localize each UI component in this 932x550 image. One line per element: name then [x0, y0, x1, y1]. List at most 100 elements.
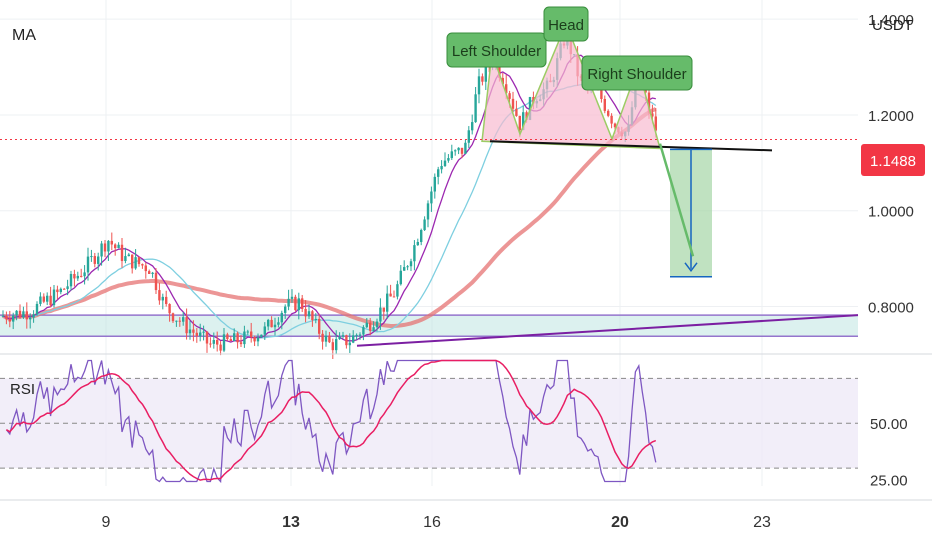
- candle-body: [651, 113, 654, 117]
- candle-body: [498, 63, 501, 78]
- candle-body: [154, 272, 158, 291]
- candle-body: [222, 334, 226, 351]
- candle-body: [467, 130, 470, 143]
- candle-body: [324, 335, 328, 342]
- support-zone: [0, 314, 858, 337]
- candle-body: [505, 84, 508, 94]
- candle-body: [379, 307, 382, 322]
- candle-body: [447, 158, 450, 161]
- candle-body: [352, 335, 355, 343]
- candle-body: [212, 340, 215, 344]
- rsi-ma-line: [6, 359, 657, 481]
- candle-body: [311, 311, 314, 321]
- candle-body: [362, 327, 365, 335]
- candle-body: [56, 289, 59, 293]
- y-tick-label: 0.8000: [868, 300, 914, 317]
- candle-body: [175, 320, 178, 322]
- candle-body: [22, 311, 25, 318]
- candle-body: [12, 315, 15, 322]
- candle-body: [35, 303, 39, 315]
- x-tick-label: 16: [423, 514, 441, 531]
- candle-body: [29, 317, 32, 320]
- candle-body: [124, 256, 127, 262]
- candle-body: [49, 295, 52, 306]
- candle-body: [297, 298, 300, 311]
- candles: [1, 30, 657, 359]
- projection-line: [658, 143, 695, 257]
- candle-body: [348, 342, 351, 346]
- candle-body: [613, 123, 617, 128]
- candle-body: [178, 320, 181, 322]
- candle-body: [229, 339, 232, 342]
- candle-body: [328, 335, 331, 343]
- candle-body: [603, 98, 606, 111]
- candle-body: [307, 311, 311, 317]
- y-tick-label: 1.4000: [868, 12, 914, 29]
- candle-body: [511, 98, 515, 109]
- candle-body: [471, 122, 474, 131]
- axes: 1.4000 1.2000 1.0000 0.8000 9 13 16 20 23 50.00 25…: [0, 12, 932, 531]
- candle-body: [647, 92, 651, 114]
- candle-body: [426, 203, 430, 220]
- ma-slow-line: [2, 107, 657, 328]
- support-zone-box: [0, 315, 858, 337]
- candle-body: [131, 254, 134, 269]
- candle-body: [134, 257, 137, 269]
- candle-body: [501, 77, 504, 85]
- candle-body: [209, 343, 212, 345]
- candle-body: [389, 293, 392, 297]
- candle-body: [365, 322, 368, 328]
- candle-body: [260, 334, 263, 338]
- candle-body: [314, 318, 317, 321]
- candle-body: [158, 290, 161, 301]
- rsi-panel: [0, 359, 858, 484]
- candle-body: [63, 288, 66, 290]
- grid: [0, 0, 858, 486]
- candle-body: [107, 240, 110, 252]
- candle-body: [382, 307, 385, 312]
- candle-body: [413, 245, 416, 262]
- candle-body: [304, 308, 307, 317]
- right-shoulder-text: Right Shoulder: [587, 66, 686, 83]
- candle-body: [161, 296, 164, 301]
- rsi-label: RSI: [10, 381, 35, 398]
- currency-label: USDT: [872, 17, 913, 34]
- candle-body: [600, 89, 603, 99]
- candle-body: [192, 329, 195, 333]
- candle-body: [318, 318, 321, 334]
- left-shoulder-text: Left Shoulder: [452, 43, 541, 60]
- x-tick-label: 9: [102, 514, 111, 531]
- candle-body: [80, 275, 83, 277]
- candle-body: [508, 93, 511, 99]
- candle-body: [416, 242, 419, 246]
- indicator-label: MA: [12, 27, 36, 44]
- candle-body: [233, 333, 236, 342]
- candle-body: [219, 344, 222, 351]
- candle-body: [406, 266, 409, 268]
- candle-body: [117, 244, 120, 249]
- candle-body: [474, 94, 477, 123]
- candle-body: [97, 256, 100, 264]
- candle-body: [294, 296, 297, 311]
- candle-body: [654, 116, 657, 131]
- candle-body: [5, 315, 8, 320]
- candle-body: [464, 142, 467, 154]
- candle-body: [420, 230, 423, 243]
- candle-body: [114, 244, 117, 249]
- candle-body: [287, 298, 290, 307]
- candle-body: [15, 310, 18, 316]
- candle-body: [437, 169, 440, 177]
- candle-body: [151, 272, 154, 274]
- candle-body: [375, 321, 379, 328]
- candle-body: [301, 298, 304, 309]
- candle-body: [610, 115, 613, 124]
- candle-body: [263, 326, 266, 335]
- candle-body: [345, 335, 348, 346]
- y-tick-label: 1.2000: [868, 108, 914, 125]
- candle-body: [103, 243, 107, 252]
- candle-body: [168, 304, 171, 314]
- candle-body: [246, 331, 249, 333]
- candle-body: [171, 313, 175, 322]
- candle-body: [430, 191, 433, 204]
